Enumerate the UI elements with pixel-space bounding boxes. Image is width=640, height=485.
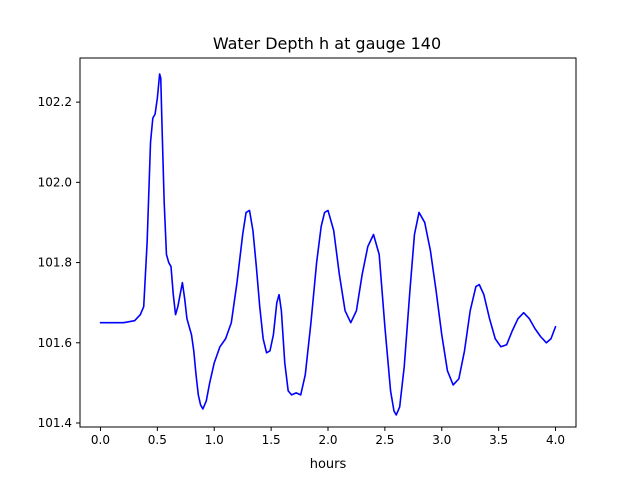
x-axis-label: hours bbox=[310, 457, 347, 472]
y-tick-label: 101.6 bbox=[38, 336, 72, 350]
x-tick-label: 2.5 bbox=[375, 433, 394, 447]
y-tick-label: 101.8 bbox=[38, 256, 72, 270]
x-tick-label: 4.0 bbox=[546, 433, 565, 447]
plot-area-frame bbox=[79, 57, 577, 428]
series-line-0 bbox=[99, 73, 557, 416]
x-tick-label: 3.5 bbox=[489, 433, 508, 447]
x-tick-label: 1.0 bbox=[205, 433, 224, 447]
y-axis: 101.4 101.6 101.8 102.0 102.2 bbox=[38, 95, 80, 430]
x-axis: 0.0 0.5 1.0 1.5 2.0 2.5 3.0 3.5 4.0 bbox=[91, 427, 565, 447]
x-tick-label: 2.0 bbox=[318, 433, 337, 447]
y-tick-label: 102.2 bbox=[38, 95, 72, 109]
y-tick-label: 102.0 bbox=[38, 175, 72, 189]
y-tick-label: 101.4 bbox=[38, 416, 72, 430]
chart-title: Water Depth h at gauge 140 bbox=[213, 34, 441, 53]
x-tick-label: 0.0 bbox=[91, 433, 110, 447]
x-tick-label: 0.5 bbox=[148, 433, 167, 447]
x-tick-label: 3.0 bbox=[432, 433, 451, 447]
series-layer bbox=[99, 73, 557, 416]
x-tick-label: 1.5 bbox=[262, 433, 281, 447]
